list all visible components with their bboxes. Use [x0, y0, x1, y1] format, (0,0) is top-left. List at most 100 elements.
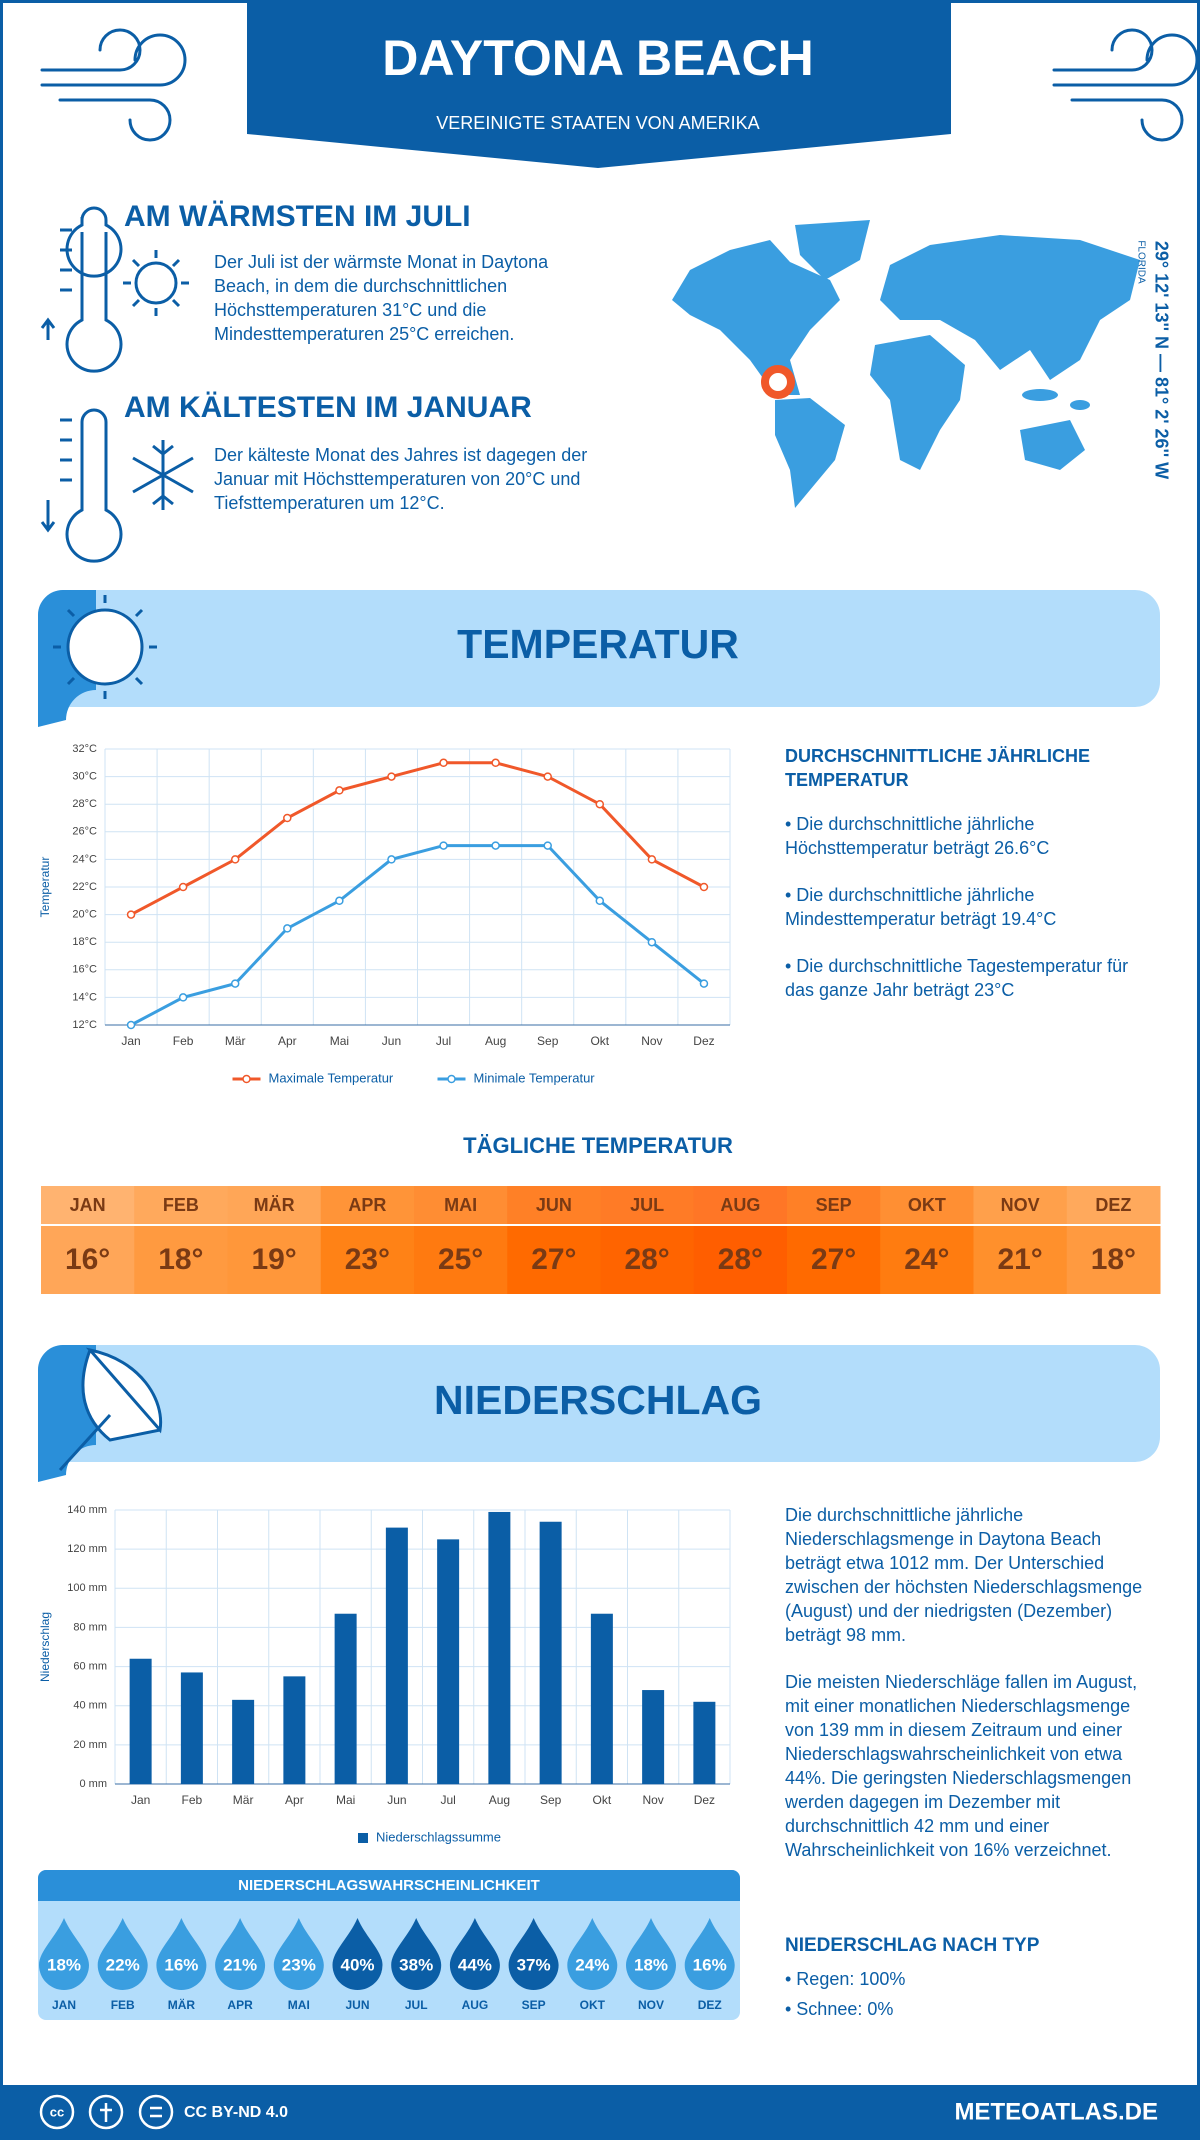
y-tick-label: 20 mm	[73, 1739, 107, 1751]
summary-title: DURCHSCHNITTLICHE JÄHRLICHE TEMPERATUR	[785, 746, 1090, 790]
month-label: SEP	[816, 1195, 852, 1215]
probability-month: APR	[227, 1998, 253, 2012]
probability-drop	[567, 1918, 618, 1990]
point	[230, 979, 240, 988]
y-tick-label: 26°C	[72, 826, 97, 838]
probability-drop	[156, 1918, 207, 1990]
temperature-label: 19°	[251, 1243, 296, 1276]
probability-label: 18%	[47, 1955, 81, 1974]
point	[647, 855, 657, 864]
probability-label: 23%	[282, 1955, 316, 1974]
bar	[642, 1690, 665, 1784]
point	[126, 910, 136, 919]
point	[283, 813, 292, 823]
x-tick-label: Nov	[642, 1793, 663, 1807]
x-tick-label: Mai	[336, 1793, 355, 1807]
y-tick-label: 24°C	[72, 853, 97, 865]
month-header-cell	[320, 1186, 415, 1224]
x-tick-label: Dez	[693, 1034, 714, 1048]
header-subtitle: VEREINIGTE STAATEN VON AMERIKA	[436, 113, 759, 133]
month-header-highlight	[973, 1186, 1068, 1224]
x-tick-label: Mai	[330, 1034, 349, 1048]
probability-month: JAN	[52, 1998, 76, 2012]
temperature-label: 28°	[718, 1243, 763, 1276]
bar	[129, 1658, 152, 1784]
summary-bullet: • Die durchschnittliche Tagestemperatur …	[785, 956, 1129, 1000]
summary-bullet: • Die durchschnittliche jährliche Höchst…	[785, 814, 1050, 858]
point	[178, 993, 188, 1002]
month-header-cell	[134, 1186, 228, 1224]
section-title: TEMPERATUR	[457, 621, 739, 667]
line	[130, 844, 705, 1027]
y-tick-label: 100 mm	[67, 1582, 107, 1594]
month-header-cell	[880, 1186, 974, 1224]
header-title: DAYTONA BEACH	[382, 30, 814, 86]
footer-site[interactable]: METEOATLAS.DE	[954, 2098, 1158, 2125]
month-label: NOV	[1001, 1195, 1040, 1215]
month-header-highlight	[787, 1186, 881, 1224]
bar	[334, 1613, 357, 1784]
temperature-cell	[973, 1226, 1068, 1294]
legend-label: Minimale Temperatur	[474, 1070, 596, 1085]
probability-month: DEZ	[698, 1998, 722, 2012]
probability-drop	[684, 1918, 735, 1990]
x-tick-label: Feb	[182, 1793, 203, 1807]
world-map	[672, 220, 1140, 508]
x-tick-label: Jan	[121, 1034, 140, 1048]
month-header-highlight	[600, 1186, 695, 1224]
location-marker	[761, 365, 795, 399]
x-tick-label: Sep	[537, 1034, 559, 1048]
month-header-cell	[1066, 1186, 1161, 1224]
month-header-cell	[787, 1186, 881, 1224]
temperature-label: 24°	[904, 1243, 949, 1276]
x-tick-label: Mär	[233, 1793, 254, 1807]
month-header-cell	[507, 1186, 601, 1224]
month-header-highlight	[227, 1186, 322, 1224]
month-label: JUL	[630, 1195, 664, 1215]
sun-icon	[53, 595, 157, 699]
x-tick-label: Jun	[382, 1034, 401, 1048]
temperature-label: 27°	[811, 1243, 856, 1276]
y-axis-label: Niederschlag	[38, 1612, 52, 1682]
bar	[232, 1699, 255, 1784]
point	[387, 855, 396, 864]
point	[439, 758, 448, 768]
x-tick-label: Okt	[590, 1034, 609, 1048]
cc-icon-text: cc	[50, 2104, 64, 2119]
probability-month: FEB	[111, 1998, 135, 2012]
temperature-label: 18°	[158, 1243, 203, 1276]
wind-icon	[1052, 28, 1199, 142]
x-tick-label: Nov	[641, 1034, 662, 1048]
probability-drop	[332, 1918, 383, 1990]
probability-month: SEP	[522, 1998, 546, 2012]
coldest-title: AM KÄLTESTEN IM JANUAR	[124, 391, 532, 424]
x-tick-label: Dez	[694, 1793, 715, 1807]
x-tick-label: Aug	[485, 1034, 506, 1048]
month-label: APR	[348, 1195, 386, 1215]
point	[491, 841, 500, 850]
x-tick-label: Jul	[436, 1034, 451, 1048]
month-header-cell	[973, 1186, 1068, 1224]
point	[543, 772, 552, 781]
month-header-highlight	[507, 1186, 601, 1224]
bar	[590, 1613, 613, 1784]
point	[595, 799, 605, 809]
month-header-highlight	[320, 1186, 415, 1224]
y-tick-label: 16°C	[72, 964, 97, 976]
bar	[180, 1672, 203, 1784]
daily-title: TÄGLICHE TEMPERATUR	[463, 1133, 733, 1158]
footer-license: CC BY-ND 4.0	[184, 2104, 288, 2121]
month-label: DEZ	[1095, 1195, 1131, 1215]
y-tick-label: 30°C	[72, 771, 97, 783]
bar	[693, 1701, 716, 1784]
temperature-cell	[414, 1226, 508, 1294]
point	[178, 882, 188, 892]
y-tick-label: 32°C	[72, 743, 97, 755]
probability-drop	[97, 1918, 148, 1990]
warmest-text: Der Juli ist der wärmste Monat in Dayton…	[214, 252, 549, 344]
month-label: JAN	[70, 1195, 106, 1215]
x-tick-label: Jan	[131, 1793, 150, 1807]
point	[699, 979, 709, 988]
bar	[283, 1676, 306, 1784]
